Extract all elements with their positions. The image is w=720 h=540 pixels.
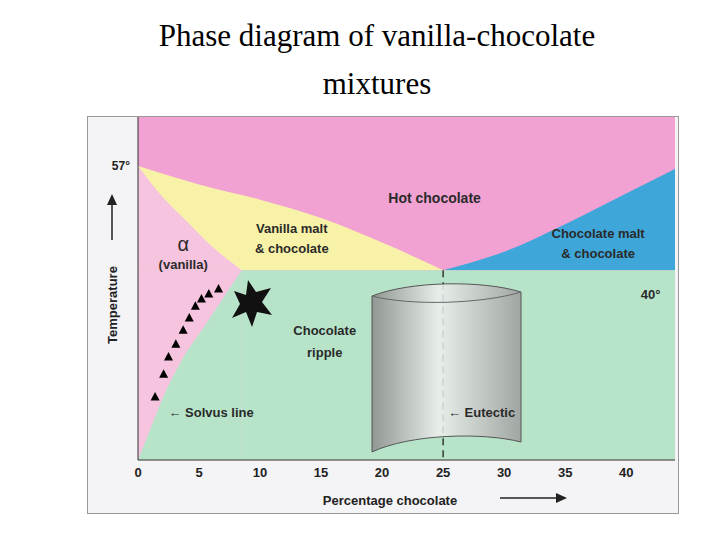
svg-text:30: 30	[497, 465, 511, 480]
svg-text:5: 5	[195, 465, 202, 480]
svg-text:25: 25	[436, 465, 450, 480]
svg-text:Chocolate malt: Chocolate malt	[552, 226, 646, 241]
svg-text:ripple: ripple	[307, 345, 342, 360]
svg-text:Vanilla malt: Vanilla malt	[256, 221, 328, 236]
svg-text:Chocolate: Chocolate	[293, 323, 356, 338]
svg-text:15: 15	[314, 465, 328, 480]
svg-text:Temperature: Temperature	[105, 266, 120, 344]
svg-text:0: 0	[134, 465, 141, 480]
svg-text:α: α	[177, 233, 189, 255]
svg-text:40: 40	[619, 465, 633, 480]
svg-text:Hot chocolate: Hot chocolate	[388, 190, 481, 206]
svg-text:10: 10	[253, 465, 267, 480]
svg-text:& chocolate: & chocolate	[561, 246, 635, 261]
svg-text:& chocolate: & chocolate	[255, 241, 329, 256]
svg-text:← Solvus line: ← Solvus line	[169, 405, 254, 420]
svg-text:Percentage chocolate: Percentage chocolate	[323, 493, 457, 508]
html-text:Phase diagram of vanilla-choco: Phase diagram of vanilla-chocolate mixtu…	[158, 18, 596, 101]
svg-text:(vanilla): (vanilla)	[159, 257, 208, 272]
svg-text:40°: 40°	[641, 287, 661, 302]
svg-text:← Eutectic: ← Eutectic	[448, 405, 515, 420]
svg-text:35: 35	[558, 465, 572, 480]
svg-text:20: 20	[375, 465, 389, 480]
svg-text:57°: 57°	[112, 159, 130, 173]
